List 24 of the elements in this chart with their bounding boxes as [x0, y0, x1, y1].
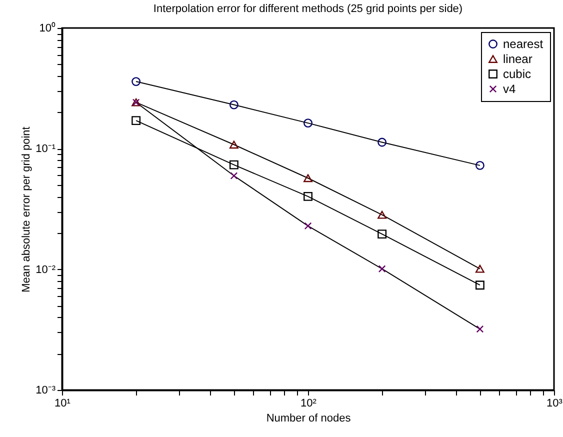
legend-label: nearest: [503, 37, 544, 51]
point: [132, 116, 141, 126]
legend-label: linear: [503, 52, 532, 66]
y-tick-label: 10⁰: [39, 22, 56, 34]
x-tick-label: 10²: [300, 398, 317, 410]
chart-title: Interpolation error for different methods (25 grid points per side): [153, 3, 463, 15]
point: [475, 280, 484, 290]
point: [475, 264, 484, 273]
point: [476, 325, 484, 333]
point: [304, 118, 312, 128]
x-axis-title: Number of nodes: [266, 412, 352, 424]
x-tick-label: 10³: [546, 398, 563, 410]
point: [304, 174, 312, 182]
point: [304, 192, 312, 201]
point: [304, 222, 312, 230]
y-tick-label: 10⁻²: [36, 264, 56, 276]
legend-label: cubic: [503, 67, 532, 81]
point: [475, 160, 484, 170]
y-tick-label: 10⁻³: [36, 384, 56, 396]
y-tick-label: 10⁻¹: [36, 143, 56, 156]
x-tick-label: 10¹: [54, 398, 71, 410]
point: [132, 77, 141, 86]
legend-label: v4: [503, 82, 516, 96]
y-axis-title: Mean absolute error per grid point: [20, 126, 33, 292]
